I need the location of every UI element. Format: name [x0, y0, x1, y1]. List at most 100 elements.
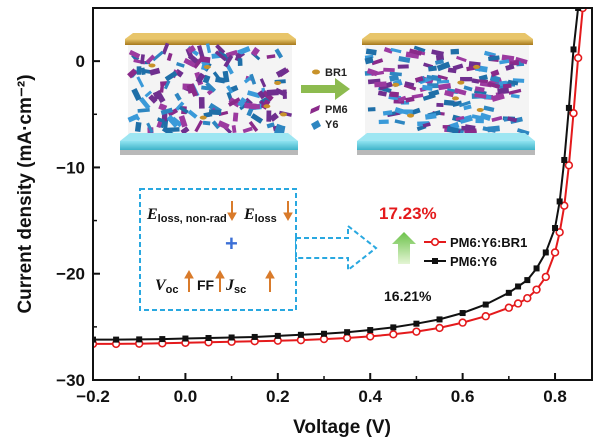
- molecule: [127, 68, 138, 79]
- molecule: [458, 100, 471, 108]
- x-tick-label: −0.2: [76, 387, 110, 406]
- molecule: [474, 93, 487, 99]
- molecule: [266, 89, 279, 96]
- molecule: [236, 45, 251, 56]
- molecule: [160, 107, 173, 116]
- molecule: [397, 64, 409, 69]
- molecule: [166, 52, 173, 62]
- molecule: [479, 112, 492, 121]
- data-point-0: [541, 272, 550, 282]
- molecule: [491, 115, 503, 122]
- molecule: [237, 58, 243, 66]
- data-point-1: [552, 225, 559, 232]
- data-point-0: [435, 323, 444, 333]
- molecule: [508, 88, 522, 95]
- molecule: [490, 69, 500, 77]
- molecule: [211, 120, 221, 130]
- data-point-0: [564, 161, 574, 170]
- molecule: [274, 123, 283, 135]
- data-point-1: [159, 336, 166, 343]
- molecule: [163, 80, 171, 90]
- br1-molecule: [199, 115, 207, 120]
- molecule: [198, 97, 205, 109]
- molecule: [394, 107, 403, 115]
- molecule: [140, 54, 145, 64]
- molecule: [131, 87, 142, 102]
- ff-up-arrowhead: [215, 269, 225, 279]
- data-point-1: [367, 327, 374, 334]
- jsc-label: Jsc: [225, 277, 246, 296]
- legend-label-pm6-y6-br1: PM6:Y6:BR1: [450, 235, 527, 250]
- x-tick-label: 0.0: [174, 387, 198, 406]
- data-point-0: [573, 53, 583, 63]
- data-point-1: [390, 324, 397, 331]
- molecule: [266, 110, 272, 122]
- molecule: [450, 48, 460, 55]
- data-point-0: [389, 330, 398, 339]
- data-point-1: [182, 335, 189, 342]
- parameter-box: Eloss, non-rad Eloss + Voc FF Jsc: [139, 188, 378, 311]
- molecule: [176, 62, 185, 68]
- legend-item-br1: BR1: [312, 67, 347, 79]
- data-point-1: [565, 104, 572, 111]
- molecule: [374, 81, 387, 88]
- molecule: [436, 102, 444, 108]
- molecule: [250, 46, 260, 57]
- molecule: [148, 94, 158, 104]
- data-point-0: [550, 248, 560, 257]
- molecule: [127, 113, 140, 123]
- molecule: [397, 95, 407, 103]
- molecule: [456, 55, 467, 63]
- molecule: [149, 67, 161, 76]
- axis-ticks: −0.2 0.0 0.2 0.4 0.6 0.8 −30 −20 −10 0: [56, 7, 567, 406]
- data-point-1: [251, 333, 258, 340]
- molecule: [405, 96, 415, 103]
- molecule: [164, 70, 178, 82]
- molecule: [377, 90, 387, 97]
- molecule: [400, 109, 413, 114]
- br1-molecule: [148, 63, 156, 68]
- molecule: [483, 105, 495, 113]
- voc-up-arrowhead: [184, 269, 194, 279]
- y-tick-label: −20: [56, 265, 85, 284]
- eloss-nonrad-down-arrowhead: [227, 212, 237, 222]
- x-tick-label: 0.4: [358, 387, 382, 406]
- molecule: [365, 48, 377, 56]
- molecule: [178, 115, 188, 128]
- molecule: [227, 97, 241, 107]
- data-point-0: [412, 327, 421, 336]
- molecule: [459, 114, 473, 124]
- data-point-1: [561, 156, 568, 163]
- molecule: [403, 83, 417, 91]
- ff-label: FF: [197, 277, 215, 293]
- y-tick-label: −10: [56, 158, 85, 177]
- pm6-marker: [310, 105, 320, 114]
- molecule: [460, 76, 473, 82]
- molecule: [186, 45, 196, 54]
- data-point-1: [570, 46, 577, 53]
- molecule: [166, 114, 180, 128]
- molecule: [186, 84, 192, 94]
- molecule: [515, 56, 528, 65]
- efficiency-annotation: 17.23% 16.21%: [379, 204, 437, 304]
- molecule: [275, 67, 289, 78]
- molecule: [502, 83, 512, 89]
- data-point-1: [297, 331, 304, 338]
- data-point-0: [513, 299, 523, 308]
- data-point-1: [93, 336, 96, 343]
- molecule: [516, 128, 530, 136]
- data-point-0: [532, 285, 541, 294]
- molecule: [409, 48, 422, 56]
- molecule: [199, 56, 211, 63]
- br1-molecule: [407, 113, 415, 118]
- molecule: [454, 87, 467, 96]
- efficiency-high: 17.23%: [379, 204, 437, 223]
- molecule: [139, 97, 151, 110]
- molecule: [463, 85, 473, 92]
- molecule: [215, 76, 226, 84]
- data-point-0: [504, 303, 514, 312]
- molecule: [246, 90, 261, 99]
- molecule: [249, 73, 257, 85]
- molecule: [205, 81, 217, 93]
